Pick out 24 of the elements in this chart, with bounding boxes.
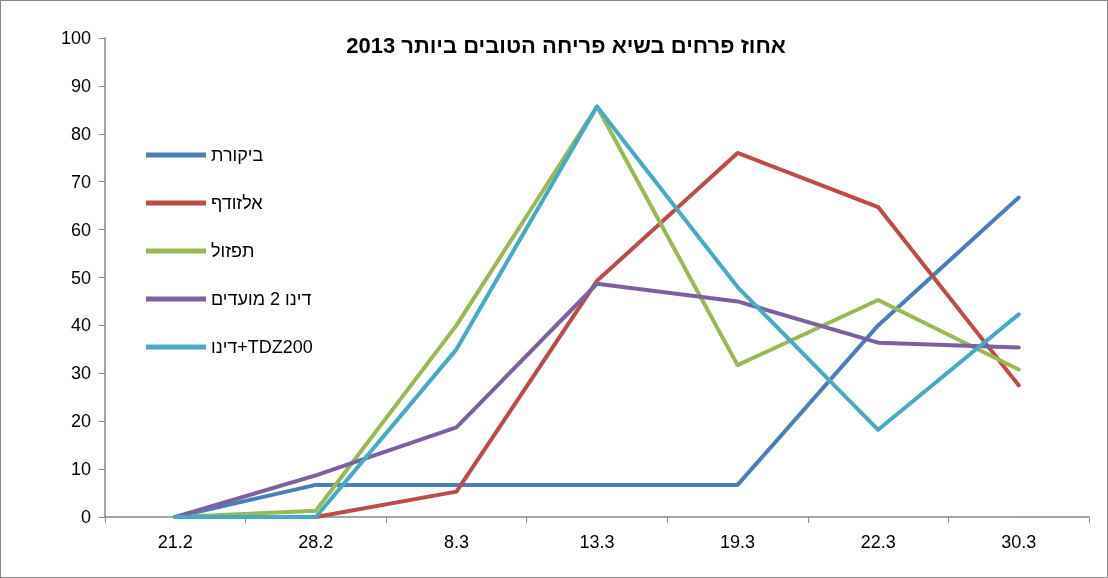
y-tick-label: 50 — [70, 267, 91, 288]
x-tick-label: 22.3 — [860, 532, 896, 552]
y-tick-label: 80 — [70, 123, 91, 144]
y-tick-label: 30 — [70, 363, 91, 384]
x-tick-label: 19.3 — [720, 532, 756, 552]
legend-label: דינו+TDZ200 — [211, 337, 313, 357]
y-tick-label: 20 — [70, 411, 91, 432]
legend-label: ביקורת — [211, 145, 264, 165]
x-tick-label: 28.2 — [298, 532, 334, 552]
y-tick-label: 100 — [60, 28, 91, 48]
x-tick-label: 13.3 — [579, 532, 615, 552]
y-tick-label: 40 — [70, 315, 91, 336]
legend-label: אלזודף — [211, 193, 264, 213]
y-tick-label: 0 — [80, 507, 91, 527]
chart-title: אחוז פרחים בשיא פריחה הטובים ביותר 2013 — [346, 32, 786, 58]
y-tick-label: 90 — [70, 75, 91, 96]
x-tick-label: 8.3 — [443, 532, 469, 552]
legend-label: דינו 2 מועדים — [211, 289, 312, 309]
y-tick-label: 70 — [70, 171, 91, 192]
y-tick-label: 60 — [70, 219, 91, 240]
x-tick-label: 30.3 — [1001, 532, 1037, 552]
legend-label: תפזול — [211, 241, 255, 261]
x-tick-label: 21.2 — [157, 532, 193, 552]
y-tick-label: 10 — [70, 459, 91, 480]
